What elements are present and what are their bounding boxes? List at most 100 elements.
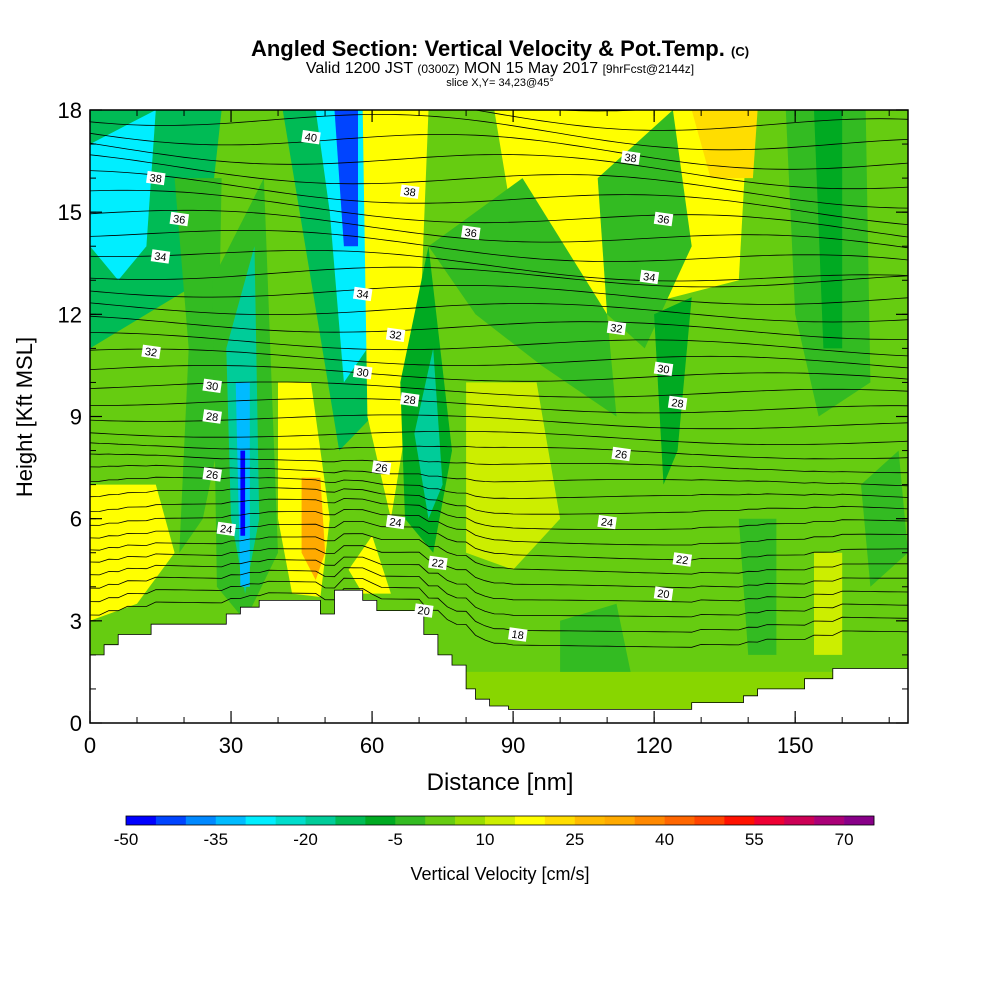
- theta-label-text: 20: [417, 605, 431, 619]
- theta-label: 34: [352, 286, 373, 302]
- theta-label-bg: [653, 586, 674, 601]
- theta-label: 36: [653, 211, 674, 227]
- y-tick-label: 0: [70, 711, 82, 736]
- colorbar-swatch: [814, 816, 845, 825]
- theta-label-bg: [352, 286, 373, 302]
- theta-label-text: 32: [609, 322, 623, 336]
- theta-label-text: 26: [374, 462, 388, 476]
- x-tick-label: 90: [501, 733, 525, 758]
- isentrope-line: [90, 230, 908, 262]
- theta-label-text: 34: [642, 271, 656, 285]
- chart-title: Angled Section: Vertical Velocity & Pot.…: [0, 36, 1000, 62]
- theta-label-bg: [414, 603, 434, 618]
- colorbar-swatch: [126, 816, 157, 825]
- theta-label: 22: [672, 552, 693, 567]
- theta-label-bg: [352, 365, 373, 380]
- theta-label-text: 28: [205, 411, 219, 425]
- colorbar: -50 -35 -20 -5 10 25 40 55 70: [114, 815, 875, 849]
- isentrope-line: [90, 365, 908, 382]
- isentrope-line: [90, 464, 908, 487]
- theta-label-text: 20: [656, 588, 670, 602]
- theta-label-bg: [216, 521, 237, 537]
- colorbar-tick-label: -50: [114, 830, 139, 849]
- colorbar-tick-label: 25: [565, 830, 584, 849]
- y-axis-label: Height [Kft MSL]: [12, 337, 37, 497]
- theta-label-text: 38: [149, 172, 163, 186]
- theta-label-text: 38: [624, 152, 638, 166]
- y-tick-label: 15: [58, 200, 82, 225]
- isentrope-line: [90, 332, 908, 357]
- colorbar-swatch: [784, 816, 815, 825]
- colorbar-swatch: [305, 816, 336, 825]
- theta-label-bg: [672, 552, 693, 567]
- colorbar-swatch: [754, 816, 785, 825]
- theta-label-bg: [667, 395, 688, 411]
- theta-label-text: 30: [205, 380, 219, 394]
- theta-label-text: 30: [656, 363, 670, 377]
- isentrope-line: [90, 114, 908, 151]
- isentrope-line: [90, 567, 908, 618]
- theta-label-bg: [611, 446, 631, 462]
- isentrope-line: [90, 453, 908, 474]
- theta-label-bg: [597, 514, 617, 530]
- isentrope-line: [90, 509, 908, 546]
- x-tick-label: 0: [84, 733, 96, 758]
- velocity-region: [814, 552, 843, 655]
- colorbar-swatch: [664, 816, 695, 825]
- colorbar-label: Vertical Velocity [cm/s]: [410, 864, 589, 884]
- isentrope-line: [90, 398, 908, 414]
- theta-label: 24: [385, 514, 406, 530]
- colorbar-swatch: [844, 816, 875, 825]
- x-tick-label: 30: [219, 733, 243, 758]
- isentrope-line: [90, 154, 908, 209]
- theta-label-text: 36: [172, 213, 186, 227]
- colorbar-swatch: [335, 816, 366, 825]
- theta-label-bg: [141, 344, 161, 359]
- isentrope-line: [90, 533, 908, 575]
- theta-label-text: 26: [205, 469, 219, 483]
- colorbar-swatch: [365, 816, 396, 825]
- colorbar-swatch: [395, 816, 426, 825]
- colorbar-swatch: [544, 816, 576, 825]
- colorbar-swatch: [574, 816, 606, 825]
- theta-label: 30: [352, 365, 373, 380]
- isentrope-line: [90, 285, 908, 305]
- isentrope-line: [90, 381, 908, 398]
- isentrope-line: [90, 498, 908, 530]
- theta-label-text: 38: [403, 186, 417, 200]
- theta-label: 30: [653, 361, 674, 377]
- theta-label-text: 36: [464, 227, 478, 241]
- theta-label-bg: [385, 514, 406, 530]
- theta-label-bg: [508, 627, 528, 642]
- isentrope-line: [90, 250, 908, 282]
- theta-label-bg: [639, 269, 660, 285]
- isentrope-line: [90, 315, 908, 340]
- theta-label: 28: [667, 395, 688, 411]
- theta-label-bg: [385, 327, 406, 342]
- theta-label: 24: [216, 521, 237, 537]
- theta-label-bg: [399, 392, 420, 407]
- theta-label-bg: [399, 184, 420, 199]
- valid-date: MON 15 May 2017: [463, 60, 599, 77]
- velocity-region: [738, 518, 777, 655]
- y-tick-label: 3: [70, 609, 82, 634]
- colorbar-tick-label: 55: [745, 830, 764, 849]
- theta-label-text: 24: [219, 523, 233, 537]
- theta-label: 30: [202, 378, 222, 394]
- colorbar-tick-label: 10: [476, 830, 495, 849]
- velocity-region: [90, 110, 156, 281]
- isentrope-line: [90, 545, 908, 589]
- isentrope-line: [90, 588, 908, 648]
- colorbar-frame: [125, 815, 875, 826]
- theta-label: 28: [202, 409, 222, 424]
- isentrope-line: [90, 442, 908, 460]
- theta-label: 36: [169, 211, 190, 227]
- theta-label-text: 26: [614, 448, 628, 462]
- isentrope-line: [90, 556, 908, 603]
- colorbar-swatch: [514, 816, 546, 825]
- isentrope-line: [90, 266, 908, 288]
- isentrope-line: [90, 414, 908, 430]
- theta-label-bg: [202, 378, 222, 393]
- theta-label-bg: [371, 460, 392, 475]
- theta-label: 32: [141, 344, 161, 360]
